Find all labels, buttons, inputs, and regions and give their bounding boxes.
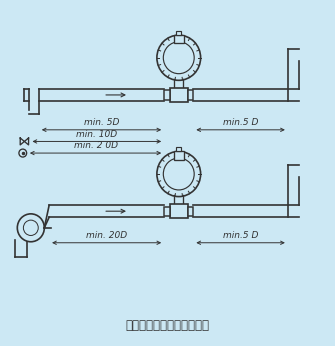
Bar (188, 207, 193, 216)
Text: min.5 D: min.5 D (223, 231, 258, 240)
Text: 弯管、阀门和泵之间的安装: 弯管、阀门和泵之间的安装 (126, 319, 209, 332)
Bar (170, 88, 188, 102)
Bar (164, 207, 170, 216)
Bar (164, 90, 170, 100)
Text: min. 10D: min. 10D (76, 130, 117, 139)
Text: min. 2 0D: min. 2 0D (74, 142, 118, 151)
Bar (174, 35, 184, 44)
Bar (170, 204, 188, 218)
Bar (176, 31, 182, 35)
Text: min. 5D: min. 5D (84, 118, 119, 127)
Text: min. 20D: min. 20D (86, 231, 127, 240)
Text: min.5 D: min.5 D (223, 118, 258, 127)
Bar (174, 152, 184, 160)
Bar (176, 147, 182, 152)
Bar (188, 90, 193, 100)
